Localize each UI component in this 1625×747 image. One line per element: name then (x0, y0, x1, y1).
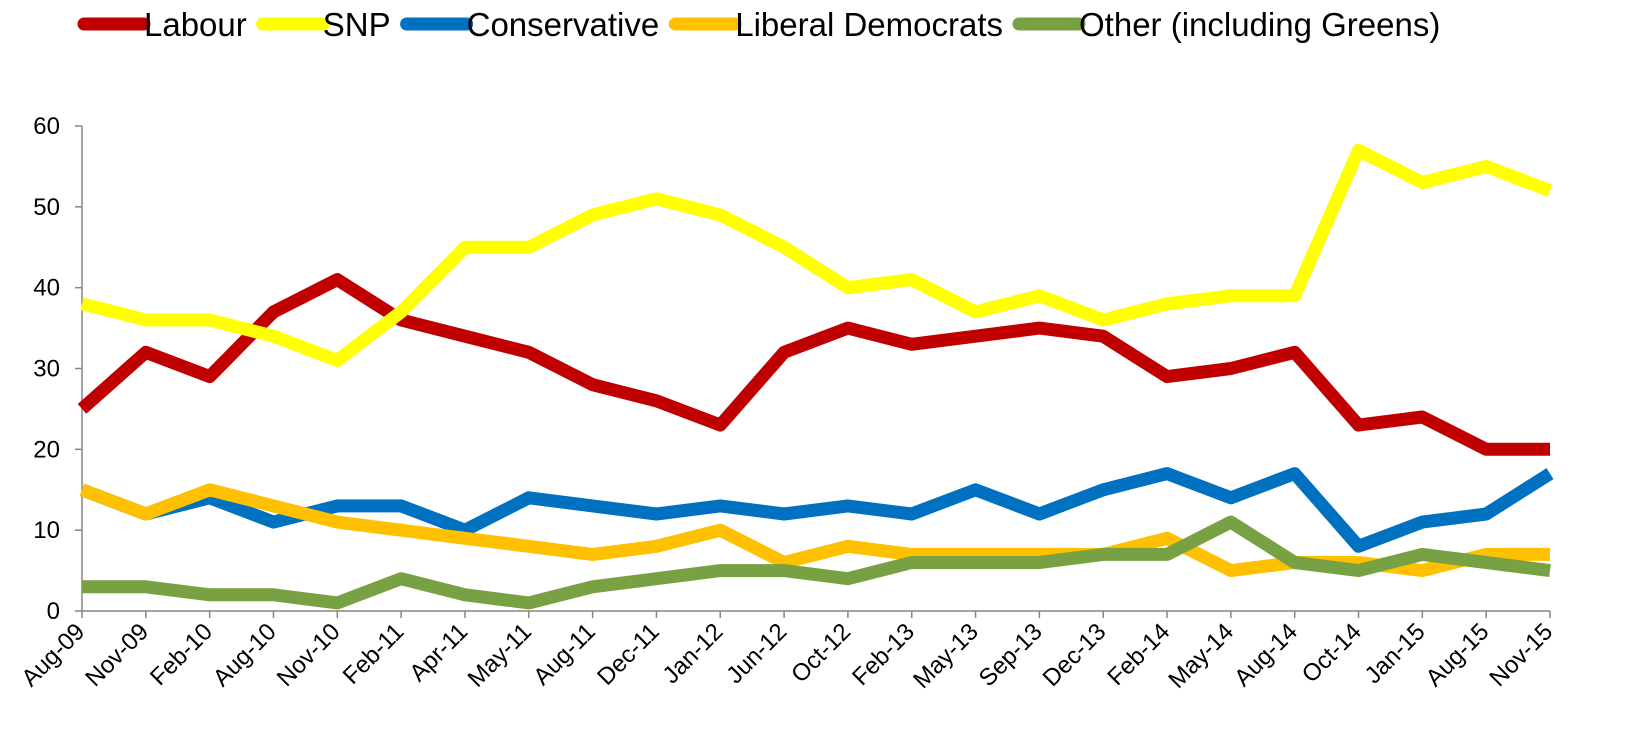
series-line-conservative (79, 467, 1554, 553)
legend-label-other-including-greens: Other (including Greens) (1079, 6, 1440, 43)
x-axis-ticks: Aug-09Nov-09Feb-10Aug-10Nov-10Feb-11Apr-… (16, 611, 1558, 694)
chart-legend: Labour SNP Conservative Liberal Democrats Ot… (77, 6, 1440, 43)
y-tick-label: 10 (33, 517, 60, 544)
legend-label-snp: SNP (323, 6, 391, 43)
chart-axes (81, 126, 1550, 612)
x-tick-label: Dec-11 (592, 618, 665, 691)
x-tick-label: Nov-15 (1484, 618, 1558, 692)
series-line-liberal-democrats (79, 483, 1550, 578)
x-tick-label: Oct-14 (1297, 618, 1367, 688)
x-tick-label: Feb-13 (847, 618, 920, 691)
legend-label-liberal-democrats: Liberal Democrats (735, 6, 1003, 43)
x-tick-label: Dec-13 (1038, 618, 1112, 692)
legend-label-labour: Labour (144, 6, 247, 43)
x-tick-label: Nov-09 (80, 618, 154, 692)
x-tick-label: Jan-15 (1360, 618, 1431, 689)
legend-label-conservative: Conservative (467, 6, 660, 43)
y-tick-label: 50 (33, 194, 60, 221)
y-tick-label: 20 (33, 436, 60, 463)
x-tick-label: Aug-11 (528, 618, 601, 691)
series-line-labour (77, 273, 1550, 456)
series-lines (77, 143, 1554, 610)
y-tick-label: 40 (33, 275, 60, 302)
x-tick-label: Jan-12 (658, 618, 729, 689)
x-tick-label: Feb-11 (338, 618, 410, 690)
x-tick-label: Oct-12 (786, 618, 856, 688)
y-tick-label: 60 (33, 113, 60, 140)
x-tick-label: Aug-15 (1421, 618, 1495, 692)
y-tick-label: 0 (47, 598, 60, 625)
y-tick-label: 30 (33, 356, 60, 383)
x-tick-label: Nov-10 (272, 618, 346, 692)
x-tick-label: Aug-10 (208, 618, 282, 692)
x-tick-label: Jun-12 (721, 618, 792, 689)
series-line-other-including-greens (82, 515, 1551, 610)
x-tick-label: Feb-10 (145, 618, 218, 691)
x-tick-label: Aug-14 (1229, 618, 1303, 692)
x-tick-label: Sep-13 (974, 618, 1048, 692)
x-tick-label: May-14 (1163, 618, 1239, 694)
x-tick-label: Apr-11 (404, 618, 473, 687)
x-tick-label: May-11 (463, 618, 537, 692)
x-tick-label: Aug-09 (16, 618, 90, 692)
x-tick-label: May-13 (908, 618, 984, 694)
y-axis-ticks: 0 10 20 30 40 50 60 (33, 113, 82, 625)
x-tick-label: Feb-14 (1102, 618, 1175, 691)
series-line-snp (80, 143, 1553, 367)
